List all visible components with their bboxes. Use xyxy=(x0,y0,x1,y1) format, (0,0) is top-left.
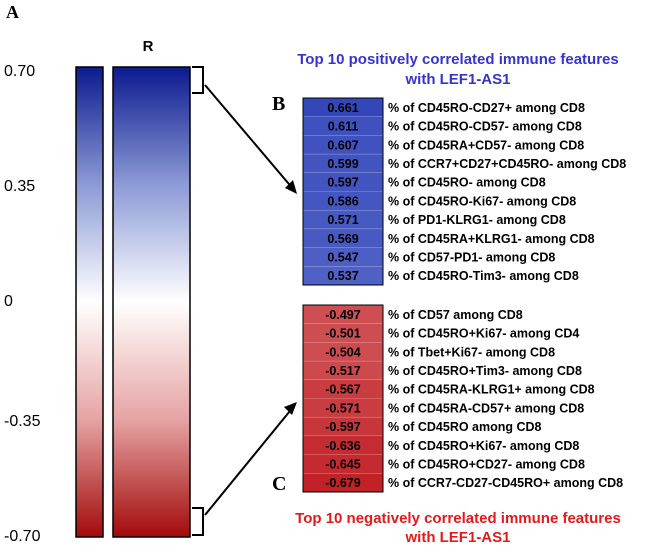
positive-value-label: 0.547 xyxy=(327,250,358,264)
positive-feature-label: % of CD45RA+CD57- among CD8 xyxy=(388,138,584,152)
positive-value-label: 0.586 xyxy=(327,194,358,208)
positive-feature-label: % of CD57-PD1- among CD8 xyxy=(388,250,555,264)
positive-feature-label: % of PD1-KLRG1- among CD8 xyxy=(388,213,566,227)
positive-feature-label: % of CD45RO-CD27+ among CD8 xyxy=(388,101,585,115)
tick-label: 0.70 xyxy=(4,63,35,80)
positive-value-label: 0.611 xyxy=(328,120,359,134)
positive-value-label: 0.661 xyxy=(327,101,358,115)
negative-value-label: -0.636 xyxy=(325,439,360,453)
positive-block-border xyxy=(302,97,384,286)
negative-value-label: -0.645 xyxy=(325,457,360,471)
top-title-line1: Top 10 positively correlated immune feat… xyxy=(297,51,619,68)
positive-value-label: 0.597 xyxy=(327,176,358,190)
bottom-arrow-head xyxy=(284,402,297,415)
panel-a-label: A xyxy=(6,2,19,22)
positive-feature-label: % of CD45RO- among CD8 xyxy=(388,176,546,190)
column-label: R xyxy=(143,38,154,55)
top-arrow-head xyxy=(285,180,297,194)
positive-value-label: 0.571 xyxy=(327,213,358,227)
tick-label: 0 xyxy=(4,293,13,310)
top-arrow-line xyxy=(204,84,295,191)
top-bracket xyxy=(192,66,204,94)
negative-feature-label: % of Tbet+Ki67- among CD8 xyxy=(388,345,555,359)
negative-block-border xyxy=(302,304,384,493)
negative-feature-label: % of CD45RO among CD8 xyxy=(388,420,542,434)
tick-label: 0.35 xyxy=(4,178,35,195)
positive-feature-label: % of CD45RA+KLRG1- among CD8 xyxy=(388,232,595,246)
negative-value-label: -0.517 xyxy=(325,364,360,378)
bottom-title-line1: Top 10 negatively correlated immune feat… xyxy=(295,510,621,527)
panel-b-label: B xyxy=(272,93,285,115)
bottom-title-line2: with LEF1-AS1 xyxy=(404,529,510,546)
negative-feature-label: % of CD45RA-CD57+ among CD8 xyxy=(388,401,584,415)
negative-value-label: -0.571 xyxy=(325,401,360,415)
colorbar xyxy=(75,66,104,538)
negative-feature-label: % of CD45RO+Ki67- among CD4 xyxy=(388,327,579,341)
negative-heatmap: -0.497 % of CD57 among CD8 -0.501 % of CD45… xyxy=(302,304,623,493)
bottom-bracket xyxy=(192,507,204,536)
tick-label: -0.70 xyxy=(4,528,41,545)
colorbar-ticks: 0.70 0.35 0 -0.35 -0.70 xyxy=(4,63,41,545)
positive-value-label: 0.569 xyxy=(327,232,358,246)
negative-feature-label: % of CD45RO+Ki67- among CD8 xyxy=(388,439,579,453)
negative-value-label: -0.597 xyxy=(325,420,360,434)
negative-value-label: -0.501 xyxy=(325,327,360,341)
r-column-bar xyxy=(112,66,191,538)
positive-value-label: 0.537 xyxy=(327,269,358,283)
positive-value-label: 0.599 xyxy=(327,157,358,171)
negative-value-label: -0.497 xyxy=(325,308,360,322)
positive-feature-label: % of CD45RO-Ki67- among CD8 xyxy=(388,194,576,208)
negative-value-label: -0.679 xyxy=(325,476,360,490)
positive-heatmap: 0.661 % of CD45RO-CD27+ among CD8 0.611 % o… xyxy=(302,97,626,286)
positive-value-label: 0.607 xyxy=(327,138,358,152)
panel-c-label: C xyxy=(272,473,286,495)
positive-feature-label: % of CD45RO-Tim3- among CD8 xyxy=(388,269,579,283)
bottom-arrow-line xyxy=(204,405,295,516)
negative-feature-label: % of CD45RA-KLRG1+ among CD8 xyxy=(388,383,595,397)
negative-value-label: -0.567 xyxy=(325,383,360,397)
negative-feature-label: % of CCR7-CD27-CD45RO+ among CD8 xyxy=(388,476,623,490)
negative-feature-label: % of CD45RO+Tim3- among CD8 xyxy=(388,364,582,378)
negative-feature-label: % of CD57 among CD8 xyxy=(388,308,523,322)
top-title-line2: with LEF1-AS1 xyxy=(404,71,510,88)
positive-feature-label: % of CCR7+CD27+CD45RO- among CD8 xyxy=(388,157,626,171)
positive-feature-label: % of CD45RO-CD57- among CD8 xyxy=(388,120,582,134)
negative-feature-label: % of CD45RO+CD27- among CD8 xyxy=(388,457,585,471)
tick-label: -0.35 xyxy=(4,413,41,430)
negative-value-label: -0.504 xyxy=(325,345,360,359)
